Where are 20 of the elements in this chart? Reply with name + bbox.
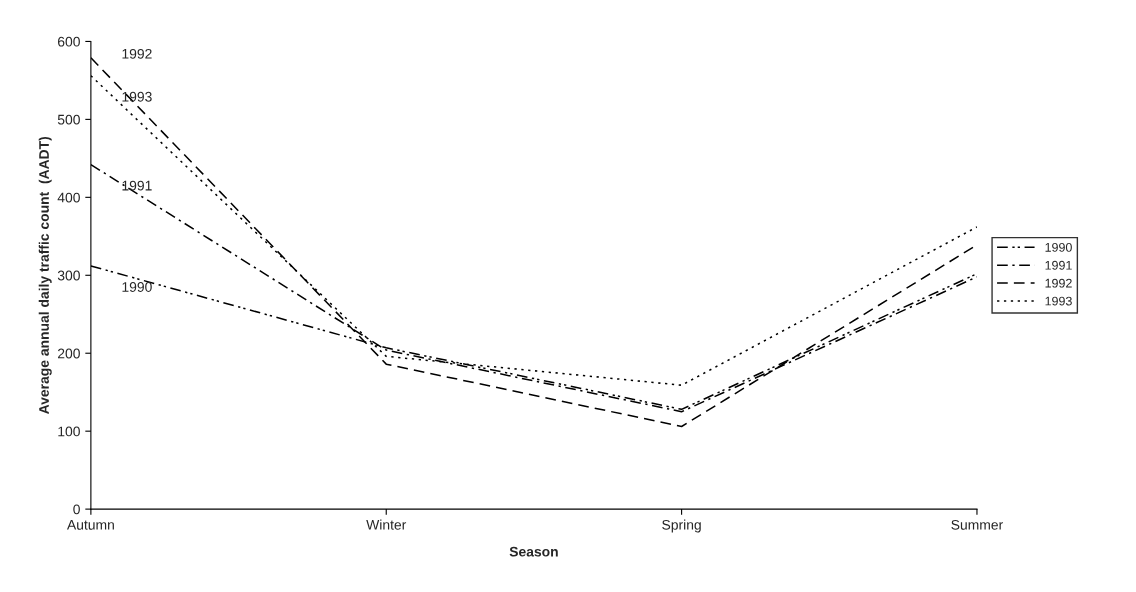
y-tick-label: 500 <box>57 114 80 125</box>
annotation: 1992 <box>122 48 152 59</box>
annotation: 1991 <box>122 180 152 191</box>
y-tick-label: 300 <box>57 270 80 281</box>
y-axis-title: Average annual daily traffic count (AADT) <box>38 136 52 414</box>
y-tick-label: 400 <box>57 192 80 203</box>
y-tick-label: 600 <box>58 36 80 47</box>
x-axis-title: Season <box>509 546 558 557</box>
legend-label: 1990 <box>1045 242 1072 252</box>
y-tick-label: 0 <box>73 504 80 515</box>
legend-label: 1992 <box>1045 278 1072 288</box>
legend-label: 1991 <box>1045 260 1072 270</box>
y-tick-label: 200 <box>57 348 80 359</box>
x-tick-label: Summer <box>951 519 1003 530</box>
x-tick-label: Spring <box>662 519 701 533</box>
x-tick-label: Autumn <box>66 520 114 530</box>
annotation: 1990 <box>122 282 152 292</box>
y-tick-label: 100 <box>58 426 80 437</box>
x-tick-label: Winter <box>366 519 407 530</box>
legend-label: 1993 <box>1045 296 1072 306</box>
